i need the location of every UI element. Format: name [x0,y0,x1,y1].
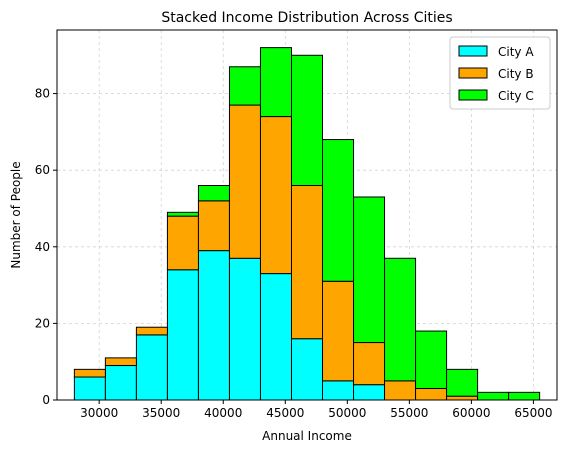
bar-city-b [322,280,355,382]
y-tick-label: 60 [35,163,50,177]
y-tick-label: 0 [42,393,50,407]
bar-city-b [197,200,230,252]
legend-label-city-a: City A [498,45,534,59]
y-axis: 0 20 40 60 80 [35,87,57,407]
y-tick-label: 20 [35,316,50,330]
bar-city-a [73,376,106,401]
bar-city-b [104,357,137,367]
x-tick-label: 50000 [328,406,366,420]
y-tick-label: 80 [35,87,50,101]
bar-city-c [477,391,510,401]
bar-city-a [259,273,292,401]
bar-city-c [166,211,199,217]
bar-city-a [166,269,199,401]
bar-city-c [415,330,448,390]
bar-city-b [290,185,324,340]
bar-city-a [290,338,324,401]
legend-swatch-city-b [458,67,488,79]
legend-swatch-city-a [458,45,488,57]
bar-city-b [353,342,386,386]
x-axis-label: Annual Income [262,429,352,443]
bar-city-c [197,185,230,202]
bar-city-b [166,215,199,271]
y-axis-label: Number of People [9,161,23,268]
x-tick-label: 45000 [266,406,304,420]
bar-city-a [135,334,168,401]
bar-city-a [353,384,386,401]
x-axis: 30000 35000 40000 45000 50000 55000 60000 65000 [80,400,553,420]
bar-city-a [228,257,261,401]
bar-city-c [228,66,261,106]
bar-city-b [415,388,448,401]
bar-city-b [446,395,479,401]
chart-title: Stacked Income Distribution Across Citie… [161,10,452,26]
bar-city-a [104,365,137,401]
bar-city-c [353,196,386,344]
x-tick-label: 30000 [80,406,118,420]
bar-city-c [290,54,324,187]
bar-city-c [322,139,355,282]
y-tick-label: 40 [35,240,50,254]
legend-label-city-c: City C [498,89,534,103]
bar-city-a [197,250,230,401]
x-tick-label: 60000 [452,406,490,420]
x-tick-label: 35000 [142,406,180,420]
bars [73,47,541,401]
bar-city-c [446,368,479,397]
bar-city-b [259,116,292,275]
bar-city-c [259,47,292,118]
bar-city-b [228,104,261,259]
x-tick-label: 40000 [204,406,242,420]
bar-city-c [384,257,417,382]
bar-city-b [135,326,168,336]
bar-city-c [508,391,541,401]
legend-swatch-city-c [458,89,488,101]
x-tick-label: 65000 [514,406,552,420]
bar-city-a [322,380,355,401]
bar-city-b [73,368,106,378]
legend-label-city-b: City B [498,67,534,81]
bar-city-b [384,380,417,401]
plot-frame [56,29,558,401]
x-tick-label: 55000 [390,406,428,420]
legend: City A City B City C [449,36,551,110]
